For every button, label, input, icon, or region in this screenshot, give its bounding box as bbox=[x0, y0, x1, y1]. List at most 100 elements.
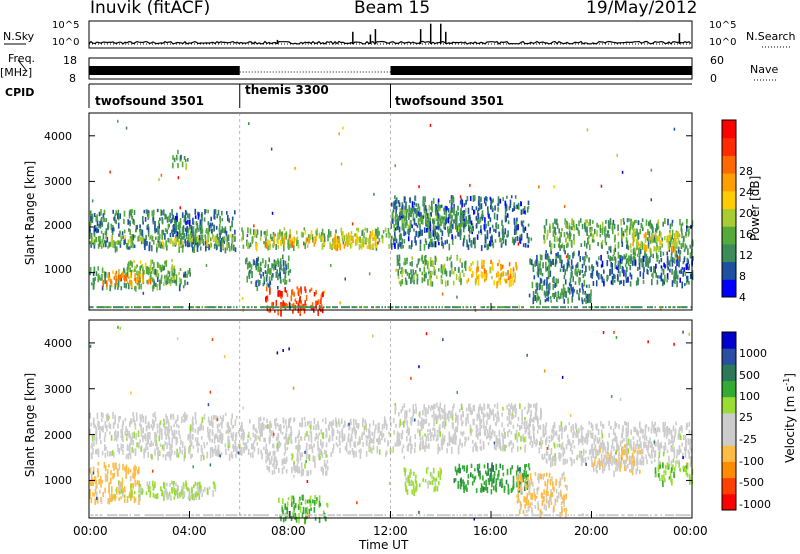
range-cell bbox=[586, 293, 589, 300]
range-cell bbox=[109, 241, 112, 247]
range-cell bbox=[94, 424, 96, 429]
range-cell bbox=[100, 217, 103, 224]
range-cell bbox=[158, 178, 160, 182]
range-cell bbox=[540, 442, 543, 449]
range-cell bbox=[135, 285, 137, 292]
range-cell bbox=[347, 232, 350, 238]
range-cell bbox=[228, 243, 230, 248]
range-cell bbox=[90, 422, 92, 427]
range-cell bbox=[90, 306, 92, 309]
range-cell bbox=[686, 218, 688, 223]
range-cell bbox=[507, 270, 509, 276]
range-cell bbox=[142, 237, 145, 244]
range-cell bbox=[463, 212, 466, 216]
range-cell bbox=[135, 433, 137, 440]
range-cell bbox=[117, 215, 120, 221]
range-cell bbox=[321, 453, 324, 459]
range-cell bbox=[554, 218, 556, 224]
range-cell bbox=[604, 232, 606, 237]
range-cell bbox=[170, 495, 172, 501]
range-cell bbox=[395, 268, 397, 272]
range-cell bbox=[315, 433, 318, 440]
range-cell bbox=[282, 254, 284, 260]
range-cell bbox=[334, 234, 337, 239]
range-cell bbox=[275, 417, 278, 422]
range-cell bbox=[345, 306, 347, 309]
range-cell bbox=[614, 258, 617, 264]
range-cell bbox=[92, 482, 94, 486]
range-cell bbox=[158, 264, 160, 269]
range-cell bbox=[440, 278, 443, 284]
range-cell bbox=[639, 247, 642, 255]
range-cell bbox=[459, 195, 462, 199]
range-cell bbox=[207, 306, 209, 309]
range-cell bbox=[441, 268, 444, 275]
range-cell bbox=[415, 272, 418, 277]
range-cell bbox=[185, 235, 188, 240]
range-cell bbox=[624, 255, 626, 260]
range-cell bbox=[240, 435, 243, 440]
range-cell bbox=[535, 289, 537, 294]
range-cell bbox=[168, 271, 171, 277]
range-cell bbox=[290, 438, 292, 444]
range-cell bbox=[197, 213, 200, 220]
range-cell bbox=[423, 244, 426, 251]
range-cell bbox=[115, 489, 118, 495]
range-cell bbox=[507, 220, 510, 225]
range-cell bbox=[480, 245, 483, 252]
range-cell bbox=[290, 306, 292, 309]
range-cell bbox=[623, 254, 626, 260]
range-cell bbox=[90, 282, 93, 286]
range-cell bbox=[576, 289, 578, 295]
range-cell bbox=[657, 275, 659, 279]
range-cell bbox=[95, 237, 98, 243]
range-cell bbox=[136, 416, 138, 422]
range-cell bbox=[163, 265, 166, 270]
range-cell bbox=[92, 306, 94, 309]
range-cell bbox=[312, 499, 314, 504]
range-cell bbox=[254, 231, 256, 238]
range-cell bbox=[651, 273, 653, 277]
range-cell bbox=[266, 305, 269, 312]
range-cell bbox=[588, 284, 591, 289]
range-cell bbox=[321, 235, 324, 242]
range-cell bbox=[342, 231, 344, 237]
range-cell bbox=[442, 219, 444, 224]
range-cell bbox=[650, 198, 652, 202]
range-cell bbox=[571, 295, 573, 303]
range-cell bbox=[92, 242, 95, 246]
range-cell bbox=[445, 212, 448, 218]
range-cell bbox=[102, 233, 105, 240]
range-cell bbox=[109, 494, 111, 498]
range-cell bbox=[502, 406, 504, 411]
range-cell bbox=[177, 452, 180, 457]
range-cell bbox=[539, 441, 541, 446]
range-cell bbox=[647, 239, 650, 246]
range-cell bbox=[584, 251, 587, 256]
frequency-trace bbox=[390, 66, 692, 75]
range-cell bbox=[497, 196, 500, 204]
range-cell bbox=[498, 437, 501, 442]
range-cell bbox=[142, 489, 144, 493]
range-cell bbox=[366, 440, 368, 447]
range-cell bbox=[111, 495, 114, 501]
range-cell bbox=[132, 440, 134, 446]
range-cell bbox=[162, 481, 165, 489]
range-cell bbox=[218, 228, 221, 233]
range-cell bbox=[321, 292, 324, 298]
range-cell bbox=[473, 209, 475, 215]
range-cell bbox=[584, 306, 586, 309]
range-cell bbox=[330, 452, 332, 458]
range-cell bbox=[621, 235, 624, 240]
range-cell bbox=[291, 303, 294, 308]
range-cell bbox=[118, 240, 121, 245]
range-cell bbox=[526, 206, 529, 213]
range-cell bbox=[321, 228, 324, 236]
range-cell bbox=[617, 264, 620, 269]
range-cell bbox=[421, 218, 424, 225]
range-cell bbox=[359, 245, 362, 248]
range-cell bbox=[395, 220, 397, 226]
range-cell bbox=[338, 421, 341, 428]
range-cell bbox=[573, 225, 576, 231]
